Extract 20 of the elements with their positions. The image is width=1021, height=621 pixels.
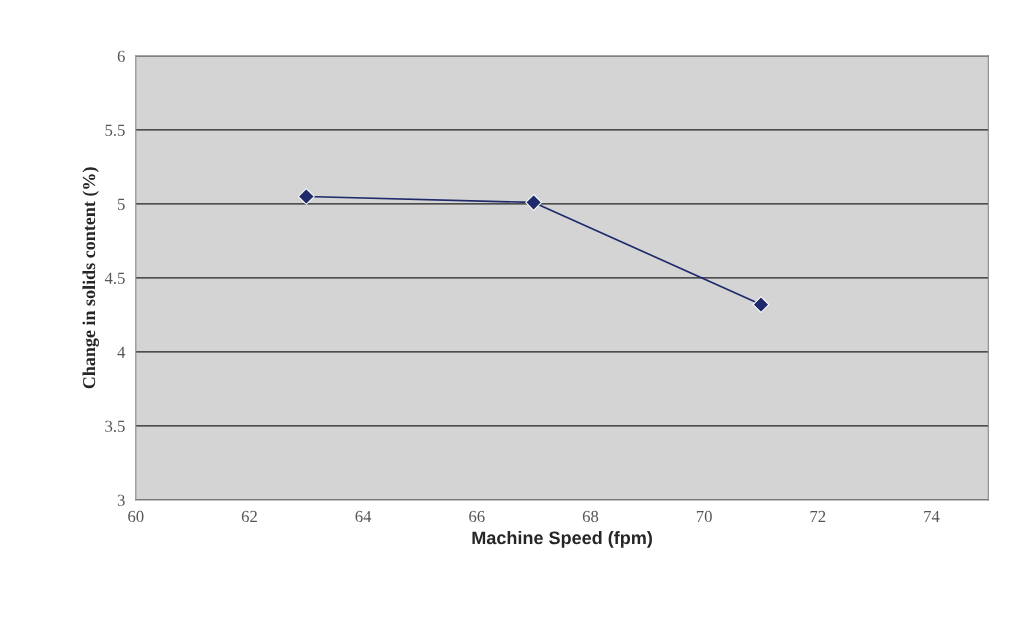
point bbox=[525, 194, 543, 211]
x-tick-label: 74 bbox=[924, 510, 940, 522]
y-tick-label: 4 bbox=[117, 346, 126, 358]
y-tick-label: 3 bbox=[117, 494, 125, 506]
x-tick-label: 68 bbox=[582, 510, 599, 523]
point bbox=[752, 296, 770, 313]
y-axis-title: Change in solids content (%) bbox=[82, 167, 99, 389]
x-axis-title: Machine Speed (fpm) bbox=[472, 530, 652, 548]
x-tick-label: 72 bbox=[810, 510, 826, 522]
y-tick-label: 4.5 bbox=[104, 272, 125, 284]
y-tick-label: 5.5 bbox=[105, 124, 125, 136]
y-tick-label: 3.5 bbox=[105, 420, 125, 432]
x-tick-label: 70 bbox=[696, 510, 712, 523]
x-tick-label: 60 bbox=[128, 510, 144, 523]
x-tick-label: 66 bbox=[469, 510, 485, 523]
x-tick-label: 64 bbox=[355, 510, 372, 523]
point bbox=[297, 188, 315, 205]
y-tick-label: 6 bbox=[117, 50, 125, 62]
y-tick-label: 5 bbox=[118, 198, 125, 210]
x-tick-label: 62 bbox=[241, 510, 257, 523]
